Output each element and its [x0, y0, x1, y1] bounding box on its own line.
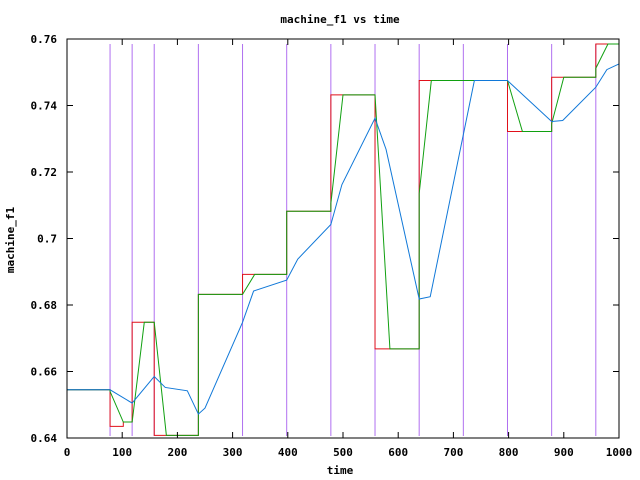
y-tick-label: 0.7: [37, 233, 57, 246]
x-tick-label: 300: [223, 446, 243, 459]
series-line-1: [67, 43, 619, 436]
x-tick-label: 0: [64, 446, 71, 459]
chart-title: machine_f1 vs time: [280, 13, 400, 26]
x-tick-label: 100: [112, 446, 132, 459]
x-tick-label: 200: [167, 446, 187, 459]
x-tick-label: 900: [554, 446, 574, 459]
x-axis-label: time: [327, 464, 354, 477]
x-tick-label: 600: [388, 446, 408, 459]
x-tick-label: 700: [443, 446, 463, 459]
y-tick-label: 0.74: [31, 100, 58, 113]
y-tick-label: 0.72: [31, 166, 58, 179]
x-tick-label: 400: [278, 446, 298, 459]
y-tick-label: 0.68: [31, 299, 58, 312]
x-tick-label: 1000: [606, 446, 633, 459]
y-tick-group: 0.64 0.66 0.68 0.7 0.72 0.74 0.76: [31, 33, 619, 445]
series-line-3: [67, 63, 620, 415]
vertical-marker-group: [109, 44, 597, 436]
x-tick-label: 800: [499, 446, 519, 459]
x-tick-label: 500: [333, 446, 353, 459]
x-tick-group: 0 100 200 300 400 500 600 700 800 900 1000: [64, 39, 633, 459]
y-tick-label: 0.66: [31, 366, 58, 379]
y-axis-label: machine_f1: [4, 207, 17, 274]
y-tick-label: 0.76: [31, 33, 58, 46]
series-line-2: [67, 43, 619, 436]
y-tick-label: 0.64: [31, 432, 58, 445]
series-group: [67, 43, 620, 436]
